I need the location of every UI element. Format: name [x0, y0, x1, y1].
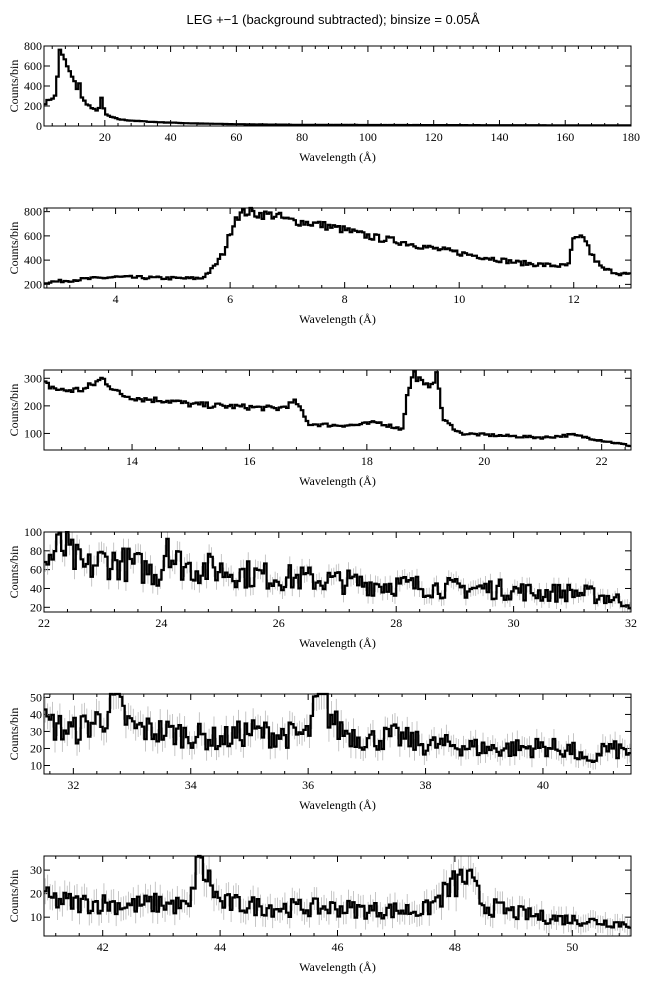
x-tick-label: 36 — [302, 778, 314, 792]
plot-frame — [43, 693, 632, 775]
x-tick-label: 12 — [568, 292, 580, 306]
panel-3: 14 16 18 20 22 100 200 300 Wavelength (Å) Counts/… — [7, 369, 632, 488]
x-tick-label: 34 — [185, 778, 197, 792]
panels-group: 20 40 60 80 100 120 140 160 180 0 200 400 600 800 Wave… — [7, 39, 640, 974]
x-tick-label: 100 — [359, 130, 377, 144]
y-tick-label: 200 — [24, 99, 42, 113]
y-tick-label: 800 — [24, 39, 42, 53]
panel-1: 20 40 60 80 100 120 140 160 180 0 200 400 600 800 Wave… — [7, 39, 640, 164]
x-tick-label: 120 — [425, 130, 443, 144]
x-tick-label: 20 — [99, 130, 111, 144]
x-tick-label: 10 — [453, 292, 465, 306]
x-tick-label: 4 — [113, 292, 119, 306]
error-bars — [44, 856, 631, 936]
x-tick-label: 40 — [165, 130, 177, 144]
y-axis-label: Counts/bin — [7, 60, 21, 113]
y-tick-label: 80 — [30, 544, 42, 558]
y-tick-label: 200 — [24, 399, 42, 413]
x-tick-label: 26 — [273, 616, 285, 630]
x-tick-label: 42 — [97, 940, 109, 954]
y-tick-label: 400 — [24, 253, 42, 267]
y-tick-label: 20 — [30, 600, 42, 614]
x-tick-label: 180 — [622, 130, 640, 144]
y-axis-label: Counts/bin — [7, 222, 21, 275]
spectrum-line — [44, 531, 631, 610]
x-tick-label: 60 — [230, 130, 242, 144]
x-tick-label: 20 — [478, 454, 490, 468]
x-tick-label: 24 — [155, 616, 167, 630]
x-tick-label: 80 — [296, 130, 308, 144]
panel-5: 32 34 36 38 40 10 20 30 40 50 Wavelength (Å) Counts… — [7, 690, 632, 812]
y-tick-label: 10 — [30, 910, 42, 924]
figure-title: LEG +−1 (background subtracted); binsize… — [186, 12, 479, 27]
y-axis-label: Counts/bin — [7, 870, 21, 923]
plot-frame — [43, 207, 632, 289]
y-tick-label: 20 — [30, 887, 42, 901]
spectrum-line — [44, 370, 631, 448]
x-tick-label: 48 — [449, 940, 461, 954]
plot-frame — [43, 531, 632, 613]
x-axis-label: Wavelength (Å) — [299, 960, 376, 974]
y-axis-label: Counts/bin — [7, 384, 21, 437]
x-tick-label: 40 — [537, 778, 549, 792]
x-tick-label: 44 — [214, 940, 226, 954]
panel-4: 22 24 26 28 30 32 20 40 60 80 100 Wavelength (Å) Cou… — [7, 525, 637, 650]
x-tick-label: 14 — [126, 454, 138, 468]
x-axis-label: Wavelength (Å) — [299, 636, 376, 650]
x-tick-label: 38 — [420, 778, 432, 792]
x-tick-label: 6 — [227, 292, 233, 306]
y-tick-label: 600 — [24, 229, 42, 243]
y-tick-label: 100 — [24, 426, 42, 440]
x-tick-label: 8 — [342, 292, 348, 306]
x-tick-label: 46 — [332, 940, 344, 954]
y-tick-label: 40 — [30, 581, 42, 595]
plot-frame — [43, 369, 632, 451]
y-tick-label: 30 — [30, 863, 42, 877]
x-tick-label: 140 — [490, 130, 508, 144]
x-tick-label: 50 — [566, 940, 578, 954]
x-tick-label: 18 — [361, 454, 373, 468]
spectrum-line — [44, 692, 631, 763]
y-axis-label: Counts/bin — [7, 708, 21, 761]
spectrum-line — [44, 206, 631, 285]
y-tick-label: 60 — [30, 563, 42, 577]
y-tick-label: 20 — [30, 741, 42, 755]
x-axis-label: Wavelength (Å) — [299, 312, 376, 326]
y-tick-label: 50 — [30, 690, 42, 704]
y-tick-label: 600 — [24, 59, 42, 73]
x-axis-label: Wavelength (Å) — [299, 798, 376, 812]
y-tick-label: 30 — [30, 724, 42, 738]
x-axis-label: Wavelength (Å) — [299, 474, 376, 488]
x-tick-label: 22 — [596, 454, 608, 468]
y-tick-label: 300 — [24, 371, 42, 385]
panel-6: 42 44 46 48 50 10 20 30 Wavelength (Å) Counts/bin — [7, 854, 632, 974]
y-tick-label: 10 — [30, 758, 42, 772]
x-tick-label: 32 — [67, 778, 79, 792]
y-tick-label: 40 — [30, 707, 42, 721]
y-tick-label: 800 — [24, 205, 42, 219]
x-tick-label: 160 — [556, 130, 574, 144]
spectrum-line — [44, 48, 631, 127]
x-tick-label: 28 — [390, 616, 402, 630]
y-tick-label: 200 — [24, 277, 42, 291]
y-axis-label: Counts/bin — [7, 546, 21, 599]
y-tick-label: 400 — [24, 79, 42, 93]
plot-frame — [43, 855, 632, 937]
x-tick-label: 22 — [38, 616, 50, 630]
plot-frame — [43, 45, 632, 127]
x-tick-label: 30 — [508, 616, 520, 630]
y-tick-label: 100 — [24, 525, 42, 539]
panel-2: 4 6 8 10 12 200 400 600 800 Wavelength (Å) Counts/… — [7, 205, 632, 326]
x-tick-label: 32 — [625, 616, 637, 630]
spectrum-line — [44, 854, 631, 929]
x-axis-label: Wavelength (Å) — [299, 150, 376, 164]
x-tick-label: 16 — [243, 454, 255, 468]
y-tick-label: 0 — [36, 119, 42, 133]
